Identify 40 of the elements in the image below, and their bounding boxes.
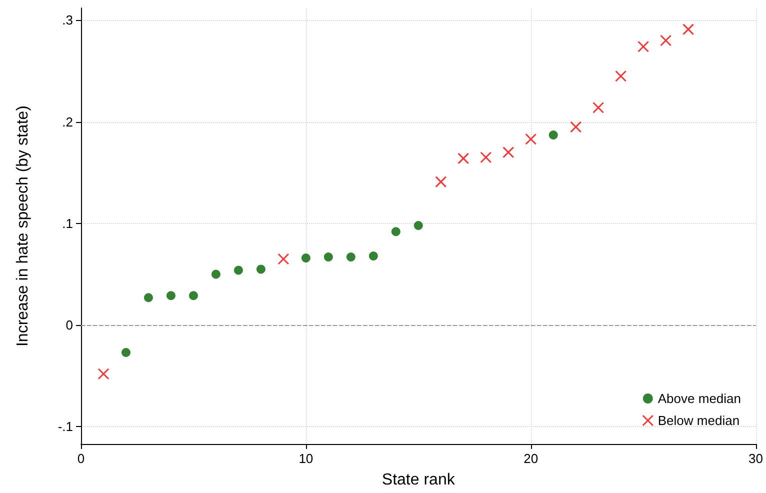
point: [166, 291, 176, 300]
point: [480, 152, 492, 164]
point: [570, 121, 582, 133]
x-tick-label: 10: [298, 451, 314, 466]
x-axis-title: State rank: [382, 472, 456, 488]
legend-label: Above median: [658, 391, 742, 406]
legend-label: Below median: [658, 413, 740, 428]
point: [256, 264, 266, 274]
point: [638, 40, 650, 52]
point: [435, 176, 447, 188]
point: [682, 24, 694, 36]
point: [324, 252, 333, 262]
point: [234, 266, 243, 275]
point: [346, 252, 356, 262]
point: [278, 253, 290, 265]
point: [615, 70, 627, 82]
point: [548, 130, 558, 140]
point: [211, 270, 220, 279]
x-tick-label: 30: [748, 451, 764, 466]
point: [660, 34, 672, 46]
point: [188, 291, 198, 300]
point: [592, 102, 604, 114]
point: [458, 152, 470, 164]
point: [525, 133, 537, 145]
point: [121, 348, 130, 358]
point: [301, 254, 310, 263]
point: [144, 293, 153, 302]
point: [414, 220, 423, 230]
y-tick-label: -.1: [58, 419, 73, 434]
point: [391, 227, 400, 236]
y-tick-label: 0: [66, 318, 73, 333]
point: [98, 368, 110, 380]
y-tick-label: .3: [62, 12, 73, 28]
point: [502, 146, 514, 158]
point: [368, 251, 378, 260]
x-tick-label: 0: [77, 451, 85, 466]
y-tick-label: .1: [62, 216, 73, 231]
y-axis-title: Increase in hate speech (by state): [14, 105, 32, 347]
y-tick-label: .2: [62, 114, 73, 130]
x-tick-label: 20: [524, 451, 538, 466]
